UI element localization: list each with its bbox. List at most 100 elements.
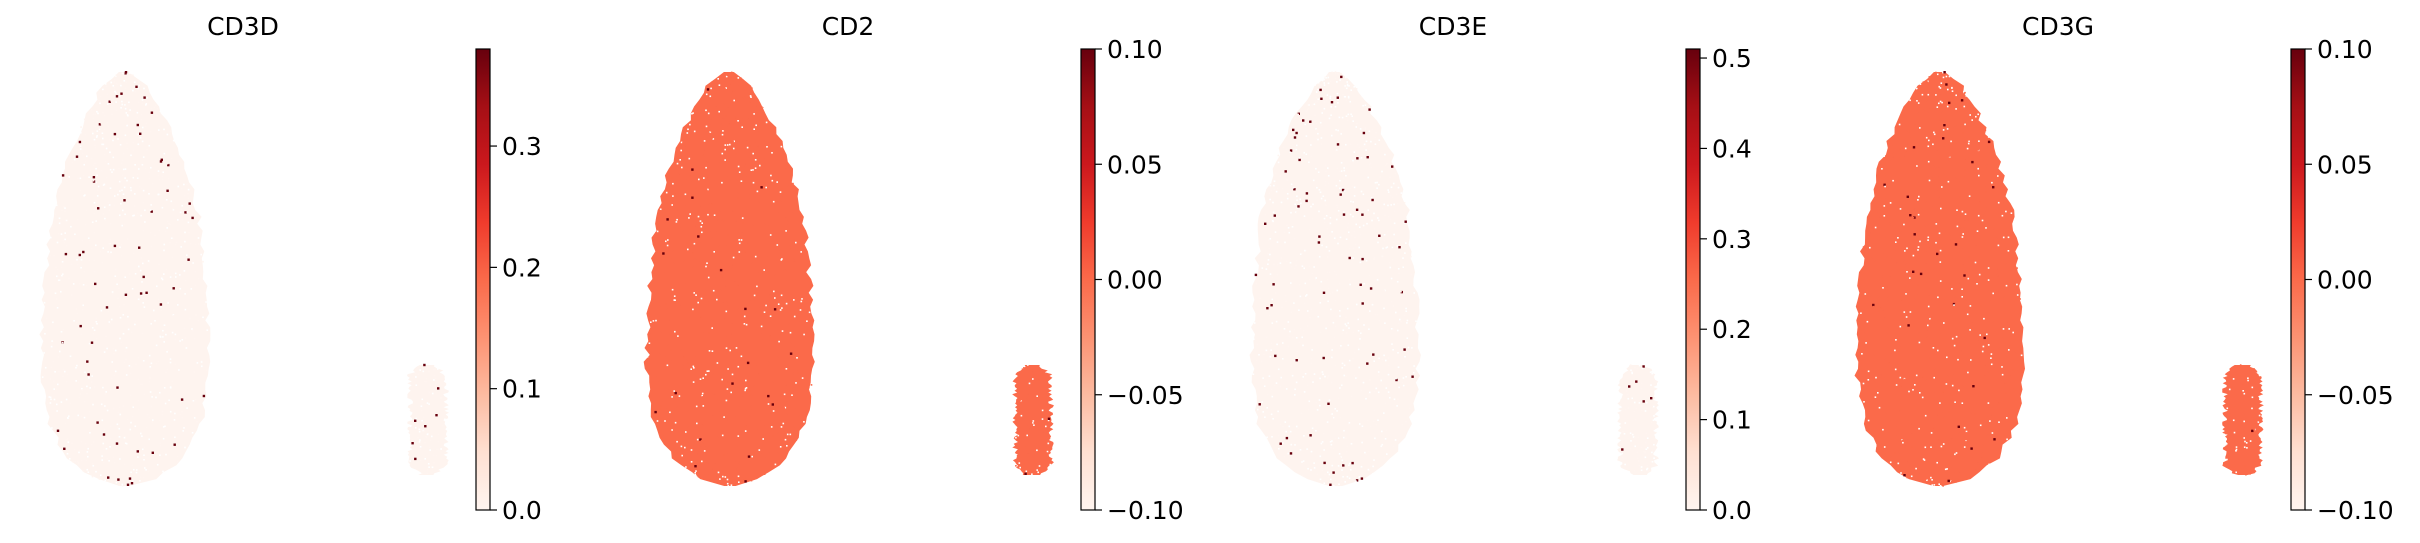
main-cell — [750, 461, 752, 464]
main-cell — [735, 188, 738, 191]
main-cell — [758, 450, 761, 453]
main-cell — [779, 305, 782, 308]
main-cell — [1321, 441, 1324, 443]
main-cell — [664, 222, 666, 225]
main-cell — [110, 100, 112, 102]
main-cell — [1308, 408, 1310, 411]
small-cell — [2247, 379, 2249, 382]
main-cell — [1893, 463, 1895, 465]
cluster-small — [1012, 365, 1054, 475]
main-cell — [1307, 448, 1309, 451]
main-cell — [1285, 430, 1287, 433]
main-cell — [744, 430, 747, 432]
small-cell — [420, 428, 422, 430]
main-cell — [1908, 103, 1910, 105]
small-cell — [2238, 470, 2240, 472]
main-cell — [100, 123, 103, 125]
main-cell — [2012, 331, 2014, 334]
main-cell — [724, 159, 726, 161]
main-cell — [734, 235, 736, 238]
main-cell — [1965, 215, 1967, 218]
main-cell — [700, 444, 702, 446]
main-cell — [1355, 377, 1357, 379]
main-cell — [1867, 419, 1870, 422]
main-cell — [731, 264, 733, 266]
small-cell — [1636, 367, 1638, 370]
main-cell — [96, 421, 99, 424]
main-cell — [142, 448, 144, 451]
main-cell — [752, 299, 755, 302]
small-cell — [2255, 371, 2258, 373]
main-cell — [712, 393, 714, 396]
main-cell — [181, 411, 183, 413]
small-cell — [1016, 419, 1018, 422]
small-cell — [2239, 456, 2241, 458]
main-cell — [1373, 409, 1376, 411]
small-cell — [1621, 430, 1624, 433]
main-cell — [768, 361, 771, 363]
small-cell — [440, 448, 442, 450]
main-cell — [1282, 442, 1284, 444]
main-cell — [86, 251, 89, 254]
main-cell — [184, 195, 186, 197]
main-cell — [142, 297, 144, 300]
main-cell — [1318, 235, 1321, 238]
main-cell — [106, 457, 109, 460]
main-cell — [1904, 107, 1907, 109]
main-cell — [803, 333, 805, 336]
main-cell — [1345, 99, 1348, 101]
main-cell — [1882, 309, 1884, 311]
main-cell — [1967, 285, 1970, 287]
main-cell — [97, 185, 100, 188]
main-cell — [1957, 358, 1959, 361]
main-cell — [1887, 210, 1889, 212]
main-cell — [1304, 282, 1307, 285]
main-cell — [1311, 105, 1314, 107]
main-cell — [48, 396, 51, 398]
main-cell — [114, 349, 117, 352]
main-cell — [672, 182, 674, 185]
main-cell — [148, 380, 150, 383]
main-cell — [82, 152, 84, 155]
main-cell — [203, 304, 205, 306]
main-cell — [1355, 223, 1357, 226]
main-cell — [1927, 84, 1930, 87]
main-cell — [113, 79, 116, 81]
main-cell — [1313, 467, 1316, 469]
main-cell — [1926, 479, 1928, 481]
main-cell — [79, 283, 81, 285]
main-cell — [1955, 392, 1958, 395]
main-cell — [1272, 216, 1274, 218]
main-cell — [124, 71, 128, 74]
main-cell — [1330, 357, 1332, 360]
main-cell — [143, 454, 145, 456]
main-cell — [779, 309, 782, 311]
small-cell — [1027, 364, 1029, 366]
main-cell — [1870, 428, 1873, 430]
main-cell — [1295, 131, 1298, 135]
main-cell — [1357, 318, 1359, 321]
main-cell — [793, 260, 795, 262]
main-cell — [1348, 464, 1350, 467]
small-cell — [444, 418, 446, 421]
main-cell — [1393, 210, 1396, 213]
main-cell — [734, 143, 736, 146]
main-cell — [98, 128, 101, 130]
main-cell — [1271, 436, 1273, 438]
main-cell — [809, 355, 812, 357]
main-cell — [122, 209, 124, 212]
main-cell — [2006, 282, 2009, 284]
main-cell — [43, 352, 45, 354]
small-cell — [1023, 393, 1026, 395]
main-cell — [1896, 410, 1898, 413]
main-cell — [721, 369, 723, 372]
main-cell — [790, 248, 792, 250]
main-cell — [722, 130, 724, 132]
main-cell — [150, 166, 152, 169]
main-cell — [105, 147, 108, 150]
main-cell — [183, 270, 186, 272]
main-cell — [1329, 95, 1332, 98]
main-cell — [1340, 133, 1342, 135]
main-cell — [1281, 306, 1283, 309]
main-cell — [1360, 97, 1363, 99]
